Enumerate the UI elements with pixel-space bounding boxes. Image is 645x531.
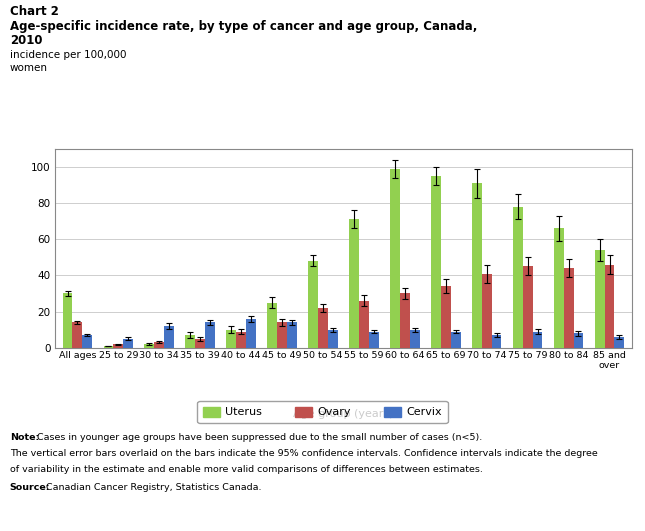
Legend: Uterus, Ovary, Cervix: Uterus, Ovary, Cervix	[197, 401, 448, 423]
Bar	[144, 344, 154, 348]
Bar	[533, 331, 542, 348]
Text: Age-specific incidence rate, by type of cancer and age group, Canada,: Age-specific incidence rate, by type of …	[10, 20, 477, 32]
Bar	[185, 335, 195, 348]
Bar	[390, 169, 400, 348]
Bar	[564, 268, 573, 348]
Bar	[123, 339, 133, 348]
Text: Canadian Cancer Registry, Statistics Canada.: Canadian Cancer Registry, Statistics Can…	[43, 483, 262, 492]
Bar	[318, 308, 328, 348]
Text: Source:: Source:	[10, 483, 50, 492]
Text: 2010: 2010	[10, 34, 42, 47]
Bar	[482, 273, 491, 348]
Bar	[83, 335, 92, 348]
Bar	[491, 335, 502, 348]
Bar	[164, 326, 174, 348]
Bar	[287, 322, 297, 348]
Text: women: women	[10, 63, 48, 73]
Bar	[554, 228, 564, 348]
Bar	[104, 346, 114, 348]
Bar	[349, 219, 359, 348]
Bar	[615, 337, 624, 348]
Bar	[236, 331, 246, 348]
Bar	[573, 333, 583, 348]
Bar	[72, 322, 83, 348]
Bar	[410, 330, 420, 348]
X-axis label: Age group (years): Age group (years)	[293, 409, 393, 419]
Bar	[441, 286, 451, 348]
Bar	[226, 330, 236, 348]
Text: Chart 2: Chart 2	[10, 5, 59, 18]
Bar	[277, 322, 287, 348]
Bar	[154, 342, 164, 348]
Text: of variability in the estimate and enable more valid comparisons of differences : of variability in the estimate and enabl…	[10, 465, 482, 474]
Bar	[308, 261, 318, 348]
Bar	[472, 183, 482, 348]
Bar	[513, 207, 523, 348]
Bar	[595, 250, 604, 348]
Text: Cases in younger age groups have been suppressed due to the small number of case: Cases in younger age groups have been su…	[34, 433, 482, 442]
Bar	[328, 330, 338, 348]
Bar	[523, 267, 533, 348]
Bar	[205, 322, 215, 348]
Bar	[359, 301, 369, 348]
Bar	[431, 176, 441, 348]
Bar	[114, 344, 123, 348]
Text: The vertical error bars overlaid on the bars indicate the 95% confidence interva: The vertical error bars overlaid on the …	[10, 449, 597, 458]
Bar	[195, 339, 205, 348]
Bar	[604, 264, 615, 348]
Text: Note:: Note:	[10, 433, 39, 442]
Bar	[246, 319, 256, 348]
Bar	[369, 331, 379, 348]
Text: incidence per 100,000: incidence per 100,000	[10, 50, 126, 61]
Bar	[63, 294, 72, 348]
Bar	[400, 294, 410, 348]
Bar	[267, 303, 277, 348]
Bar	[451, 331, 461, 348]
